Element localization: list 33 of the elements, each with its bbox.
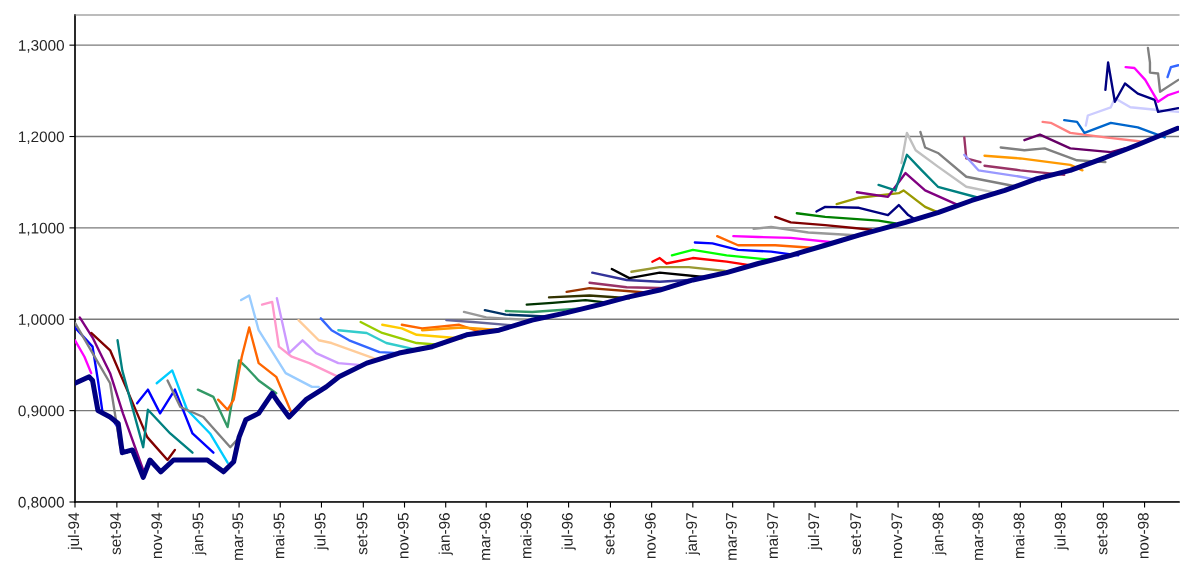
x-tick-label: jul-97 [807, 513, 823, 551]
x-tick-label: jul-98 [1054, 513, 1069, 551]
x-tick-label: set-98 [1096, 513, 1108, 555]
x-tick-label: nov-97 [891, 513, 903, 559]
x-tick-label: jul-96 [561, 513, 576, 551]
x-tick-label: mai-95 [273, 513, 285, 559]
x-tick-label: mar-97 [725, 513, 737, 560]
x-tick-label: nov-95 [397, 513, 409, 559]
x-tick-label: set-97 [850, 513, 862, 555]
x-tick-label: nov-98 [1137, 513, 1149, 559]
x-tick-label: nov-96 [644, 513, 656, 559]
y-tick-label: 0,8000 [18, 496, 64, 510]
x-tick-label: jul-94 [67, 512, 83, 551]
x-tick-label: set-95 [356, 513, 368, 555]
x-tick-label: jan-96 [438, 513, 453, 556]
x-tick-label: mai-98 [1013, 513, 1025, 559]
x-tick-label: jan-95 [192, 513, 207, 556]
y-tick-label: 1,3000 [19, 40, 64, 53]
x-tick-label: mai-96 [520, 513, 532, 559]
y-tick-label: 1,0000 [19, 314, 64, 327]
x-tick-label: set-96 [603, 513, 615, 555]
y-tick-label: 1,2000 [19, 131, 64, 145]
x-tick-label: set-94 [110, 512, 121, 555]
x-tick-label: nov-94 [151, 512, 163, 559]
y-tick-label: 1,1000 [19, 222, 64, 236]
x-tick-label: mai-97 [766, 513, 778, 559]
x-tick-label: mar-98 [972, 513, 984, 560]
x-tick-label: jan-98 [932, 513, 947, 556]
y-tick-label: 0,9000 [18, 405, 64, 419]
x-tick-label: mar-96 [479, 513, 491, 560]
x-tick-label: mar-95 [232, 513, 244, 560]
x-tick-label: jan-97 [685, 513, 700, 556]
x-tick-label: jul-95 [314, 513, 329, 551]
